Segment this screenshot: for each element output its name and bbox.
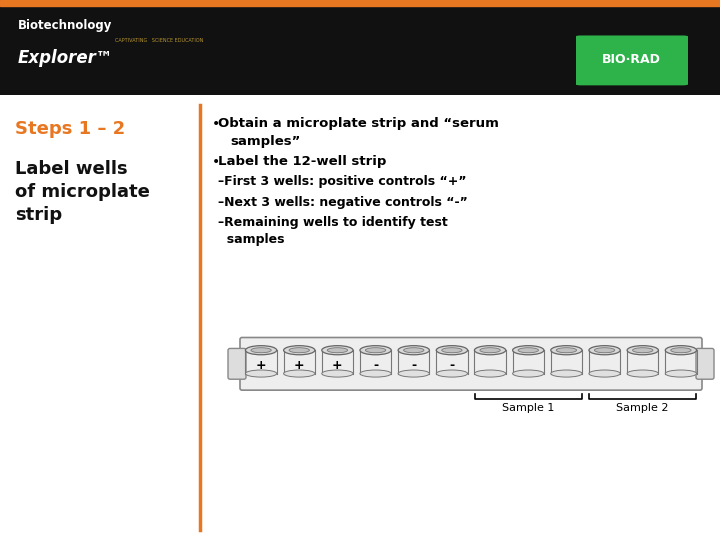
Ellipse shape (322, 370, 353, 377)
Ellipse shape (627, 346, 658, 355)
Text: +: + (256, 359, 266, 373)
Ellipse shape (404, 348, 424, 353)
Ellipse shape (398, 370, 429, 377)
FancyBboxPatch shape (240, 338, 702, 390)
Text: Steps 1 – 2: Steps 1 – 2 (15, 120, 125, 138)
Ellipse shape (398, 346, 429, 355)
Ellipse shape (513, 370, 544, 377)
Ellipse shape (589, 346, 620, 355)
Ellipse shape (328, 348, 348, 353)
Text: Biotechnology: Biotechnology (18, 19, 112, 32)
Ellipse shape (436, 370, 467, 377)
Text: –First 3 wells: positive controls “+”: –First 3 wells: positive controls “+” (218, 176, 467, 188)
Bar (0, 0, 720, 6)
Ellipse shape (366, 348, 386, 353)
Ellipse shape (595, 348, 615, 353)
Ellipse shape (633, 348, 653, 353)
Ellipse shape (665, 370, 696, 377)
Ellipse shape (665, 346, 696, 355)
Ellipse shape (442, 348, 462, 353)
Ellipse shape (474, 346, 505, 355)
Ellipse shape (474, 370, 505, 377)
Ellipse shape (551, 346, 582, 355)
Ellipse shape (671, 348, 691, 353)
Ellipse shape (480, 348, 500, 353)
Ellipse shape (284, 370, 315, 377)
Ellipse shape (436, 346, 467, 355)
Text: +: + (294, 359, 305, 373)
Text: samples: samples (218, 233, 284, 246)
Text: samples”: samples” (230, 135, 300, 148)
Ellipse shape (589, 370, 620, 377)
Text: Sample 1: Sample 1 (502, 403, 554, 413)
Text: BIO·RAD: BIO·RAD (603, 53, 661, 66)
Text: Sample 2: Sample 2 (616, 403, 669, 413)
Text: Label the 12-well strip: Label the 12-well strip (218, 156, 387, 168)
FancyBboxPatch shape (696, 348, 714, 379)
Ellipse shape (284, 346, 315, 355)
Ellipse shape (322, 346, 353, 355)
Text: Explorer™: Explorer™ (18, 49, 114, 67)
Text: -: - (373, 359, 378, 373)
Ellipse shape (513, 346, 544, 355)
FancyBboxPatch shape (228, 348, 246, 379)
Text: -: - (449, 359, 454, 373)
Ellipse shape (518, 348, 539, 353)
Ellipse shape (246, 370, 276, 377)
Text: -: - (411, 359, 416, 373)
Ellipse shape (289, 348, 310, 353)
Ellipse shape (360, 346, 391, 355)
Text: •: • (212, 156, 220, 169)
Text: –Remaining wells to identify test: –Remaining wells to identify test (218, 216, 448, 229)
Text: Label wells
of microplate
strip: Label wells of microplate strip (15, 160, 150, 224)
Ellipse shape (360, 370, 391, 377)
Ellipse shape (557, 348, 577, 353)
FancyBboxPatch shape (574, 36, 690, 85)
Ellipse shape (551, 370, 582, 377)
Text: Obtain a microplate strip and “serum: Obtain a microplate strip and “serum (218, 117, 499, 130)
Text: •: • (212, 117, 220, 131)
Text: –Next 3 wells: negative controls “-”: –Next 3 wells: negative controls “-” (218, 195, 468, 209)
Text: CAPTIVATING   SCIENCE EDUCATION: CAPTIVATING SCIENCE EDUCATION (115, 38, 204, 43)
Ellipse shape (251, 348, 271, 353)
Ellipse shape (627, 370, 658, 377)
Ellipse shape (246, 346, 276, 355)
Text: +: + (332, 359, 343, 373)
